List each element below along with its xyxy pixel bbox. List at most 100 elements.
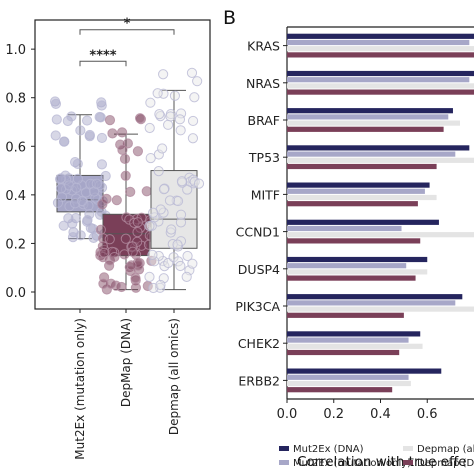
bar xyxy=(287,89,474,95)
box-group xyxy=(95,113,157,295)
data-point xyxy=(111,195,122,206)
data-point xyxy=(66,111,77,122)
data-point xyxy=(104,115,116,126)
data-point xyxy=(50,130,61,141)
data-point xyxy=(157,143,168,154)
data-point xyxy=(75,125,86,136)
data-point xyxy=(159,183,170,194)
data-point xyxy=(174,114,186,125)
data-point xyxy=(105,278,117,289)
data-point xyxy=(70,213,81,224)
bar xyxy=(287,46,474,52)
data-point xyxy=(187,133,199,144)
bar xyxy=(287,126,444,132)
bar xyxy=(287,201,418,207)
data-point xyxy=(58,220,69,231)
legend-label: Depmap (DNA xyxy=(417,458,474,469)
data-point xyxy=(165,111,176,122)
data-point xyxy=(176,176,188,187)
data-point xyxy=(96,97,107,108)
bar xyxy=(287,163,437,170)
box-group xyxy=(144,67,205,294)
data-point xyxy=(100,170,111,182)
data-point xyxy=(59,136,70,147)
panel-a-y-tick-label: 0.4 xyxy=(5,189,26,204)
data-point xyxy=(158,69,169,80)
data-point xyxy=(116,127,128,138)
data-point xyxy=(158,184,170,195)
data-point xyxy=(95,112,106,123)
data-point xyxy=(98,278,109,289)
data-point xyxy=(88,232,99,243)
bar xyxy=(287,77,470,83)
bar xyxy=(287,331,421,337)
data-point xyxy=(130,282,142,293)
data-point xyxy=(119,153,131,165)
bar xyxy=(287,269,428,275)
data-point xyxy=(124,261,135,273)
bar xyxy=(287,349,400,356)
bar xyxy=(287,368,442,374)
data-point xyxy=(144,122,155,134)
data-point xyxy=(187,115,199,127)
bar xyxy=(287,374,409,380)
data-point xyxy=(80,187,92,198)
data-point xyxy=(51,114,62,125)
data-point xyxy=(64,201,75,212)
data-point xyxy=(55,173,66,184)
data-point xyxy=(71,182,82,193)
bar xyxy=(287,294,463,300)
panel-b-bar-chart: B Correlation with true effe KRAS NRAS BRA… xyxy=(223,7,474,470)
bar xyxy=(287,182,430,188)
data-point xyxy=(189,92,200,103)
gene-label: CCND1 xyxy=(236,225,280,240)
data-point xyxy=(95,224,106,235)
gene-label: KRAS xyxy=(247,39,280,54)
data-point xyxy=(182,250,193,262)
gene-label: DUSP4 xyxy=(238,262,280,277)
bar xyxy=(287,52,474,58)
data-point xyxy=(162,119,174,130)
data-point xyxy=(72,173,83,184)
bar xyxy=(287,312,404,318)
bar xyxy=(287,151,456,157)
gene-label: CHEK2 xyxy=(238,336,280,351)
data-point xyxy=(141,186,152,197)
bar xyxy=(287,343,423,349)
legend-label: Mut2Ex (mutation only) xyxy=(293,458,411,469)
panel-a-y-tick-label: 0.8 xyxy=(5,92,26,107)
data-point xyxy=(52,197,64,208)
box-group xyxy=(49,96,111,243)
data-point xyxy=(63,213,74,224)
data-point xyxy=(193,178,205,189)
gene-label: NRAS xyxy=(246,76,280,91)
gene-group xyxy=(287,182,437,207)
data-point xyxy=(89,186,100,197)
data-point xyxy=(95,246,106,258)
data-point xyxy=(126,260,137,271)
data-point xyxy=(154,109,165,120)
data-point xyxy=(187,258,198,269)
bar xyxy=(287,157,474,163)
data-point xyxy=(134,113,146,124)
gene-label: MITF xyxy=(251,187,280,202)
data-point xyxy=(175,209,187,220)
bar xyxy=(287,145,470,151)
legend-swatch xyxy=(279,460,289,465)
panel-a-y-tick-label: 0.6 xyxy=(5,140,26,155)
gene-label: ERBB2 xyxy=(238,373,280,388)
legend-swatch xyxy=(279,446,289,451)
panel-b-x-tick-label: 0.4 xyxy=(370,407,391,422)
data-point xyxy=(175,217,187,228)
bar xyxy=(287,225,402,232)
data-point xyxy=(192,76,203,87)
panel-b-x-tick-label: 0.2 xyxy=(323,407,344,422)
data-point xyxy=(164,195,176,206)
bar xyxy=(287,70,474,77)
data-point xyxy=(107,128,118,139)
legend-label: Mut2Ex (DNA) xyxy=(293,444,364,455)
bar xyxy=(287,300,456,306)
significance-line xyxy=(79,60,127,67)
data-point xyxy=(172,195,184,207)
data-point xyxy=(104,234,115,245)
